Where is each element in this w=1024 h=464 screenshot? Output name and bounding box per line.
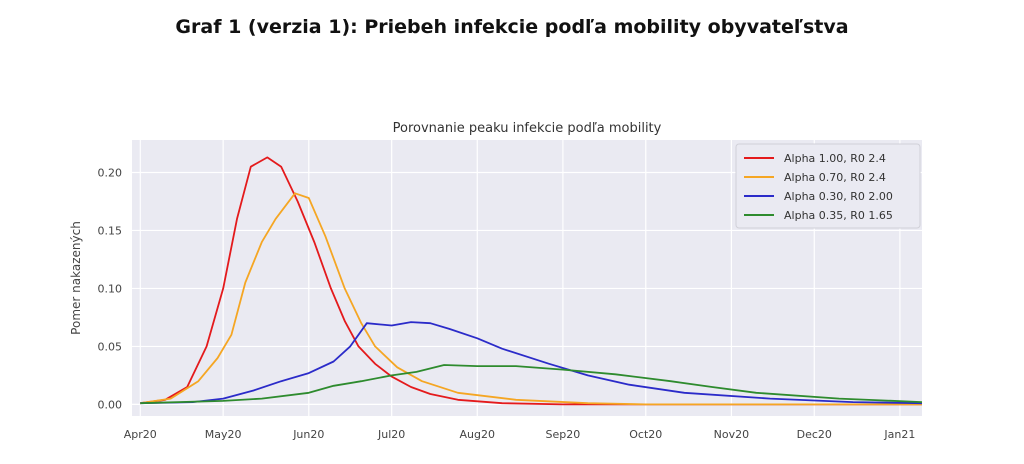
- page-title: Graf 1 (verzia 1): Priebeh infekcie podľ…: [175, 16, 849, 38]
- ticks: Apr20 May20 Jun20 Jul20 Aug20 Sep20 Oct20 Nov20…: [98, 166, 916, 441]
- legend-label: Alpha 0.35, R0 1.65: [784, 209, 893, 222]
- x-tick-label: Apr20: [124, 428, 157, 441]
- x-tick-label: Oct20: [629, 428, 662, 441]
- x-tick-label: Aug20: [460, 428, 495, 441]
- legend: Alpha 1.00, R0 2.4 Alpha 0.70, R0 2.4 Alph…: [735, 143, 921, 229]
- chart-title: Porovnanie peaku infekcie podľa mobility: [393, 121, 662, 136]
- series-line: [140, 364, 923, 405]
- y-tick-label: 0.15: [98, 224, 123, 237]
- y-axis-label: Pomer nakazených: [69, 221, 83, 335]
- x-tick-label: May20: [205, 428, 242, 441]
- x-tick-label: Sep20: [546, 428, 581, 441]
- x-tick-label: Nov20: [714, 428, 749, 441]
- series-line: [140, 156, 922, 406]
- x-tick-label: Jul20: [377, 428, 405, 441]
- x-tick-label: Jun20: [292, 428, 324, 441]
- series-line: [140, 192, 922, 406]
- y-tick-label: 0.10: [98, 282, 123, 295]
- x-tick-label: Dec20: [797, 428, 832, 441]
- x-tick-label: Jan21: [883, 428, 915, 441]
- legend-box: [735, 143, 921, 229]
- y-tick-label: 0.20: [98, 166, 123, 179]
- legend-label: Alpha 0.30, R0 2.00: [784, 190, 893, 203]
- y-tick-label: 0.05: [98, 340, 123, 353]
- series-line: [140, 321, 923, 405]
- legend-label: Alpha 1.00, R0 2.4: [784, 152, 886, 165]
- legend-label: Alpha 0.70, R0 2.4: [784, 171, 886, 184]
- y-tick-label: 0.00: [98, 398, 123, 411]
- series-lines: [140, 156, 923, 406]
